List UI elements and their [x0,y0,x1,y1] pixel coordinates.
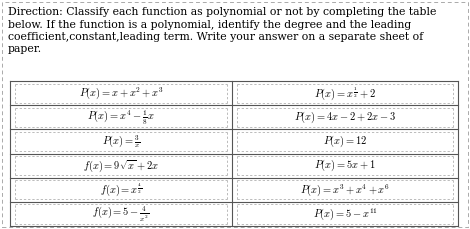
Text: $f(x) = 9\sqrt{x} + 2x$: $f(x) = 9\sqrt{x} + 2x$ [83,158,159,174]
Text: $f(x) = 5 - \frac{4}{x^2}$: $f(x) = 5 - \frac{4}{x^2}$ [92,204,150,224]
Text: below. If the function is a polynomial, identify the degree and the leading: below. If the function is a polynomial, … [8,19,411,30]
Text: $P(x) = x^4 - \frac{1}{8}x$: $P(x) = x^4 - \frac{1}{8}x$ [87,108,155,127]
Text: coefficient,constant,leading term. Write your answer on a separate sheet of: coefficient,constant,leading term. Write… [8,32,423,42]
Text: $P(x) = x + x^2 + x^3$: $P(x) = x + x^2 + x^3$ [78,85,164,101]
Text: $P(x) = 12$: $P(x) = 12$ [323,134,367,149]
Text: $P(x) = 5x + 1$: $P(x) = 5x + 1$ [314,158,376,173]
Text: $P(x) = 4x - 2 + 2x - 3$: $P(x) = 4x - 2 + 2x - 3$ [294,110,396,125]
Text: Direction: Classify each function as polynomial or not by completing the table: Direction: Classify each function as pol… [8,7,436,17]
Text: $P(x) = 5 - x^{11}$: $P(x) = 5 - x^{11}$ [313,206,377,222]
Text: paper.: paper. [8,44,42,55]
Text: $P(x) = x^3 + x^4 + x^6$: $P(x) = x^3 + x^4 + x^6$ [300,182,390,198]
Text: $P(x) = x^{\frac{1}{2}} + 2$: $P(x) = x^{\frac{1}{2}} + 2$ [314,85,376,101]
Text: $f(x) = x^{\frac{4}{2}}$: $f(x) = x^{\frac{4}{2}}$ [100,181,142,198]
Text: $P(x) = \frac{3}{x}$: $P(x) = \frac{3}{x}$ [102,134,141,149]
